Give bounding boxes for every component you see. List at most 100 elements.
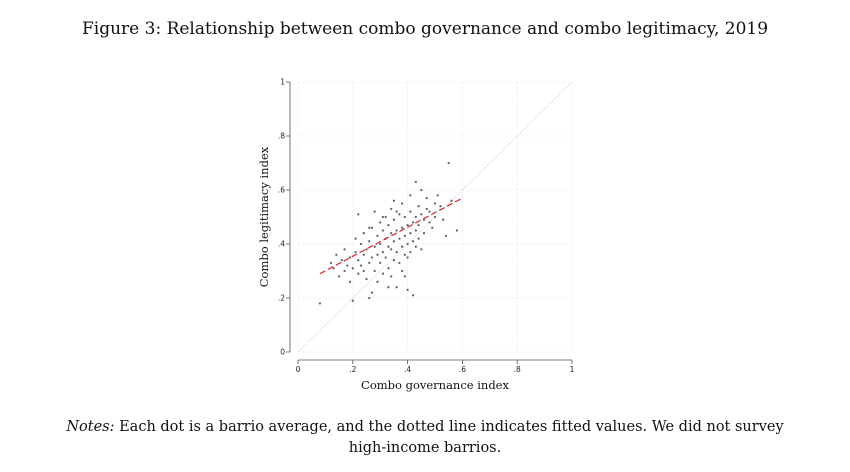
data-point xyxy=(387,286,390,289)
y-tick-label: .6 xyxy=(278,186,285,195)
data-point xyxy=(398,213,401,216)
data-point xyxy=(368,226,371,229)
data-point xyxy=(442,218,445,221)
data-point xyxy=(395,210,398,213)
data-point xyxy=(444,234,448,238)
data-point xyxy=(406,242,409,246)
data-point xyxy=(376,280,379,283)
data-point xyxy=(365,248,368,251)
data-point xyxy=(381,250,385,254)
x-tick-label: .2 xyxy=(349,365,356,374)
data-point xyxy=(362,232,365,235)
data-point xyxy=(379,261,382,265)
data-point xyxy=(365,277,368,281)
data-point xyxy=(420,248,423,251)
data-point xyxy=(411,221,415,224)
gridlines xyxy=(297,81,573,353)
data-point xyxy=(370,291,374,294)
data-point xyxy=(403,215,407,219)
data-point xyxy=(431,226,434,229)
data-point xyxy=(390,232,393,235)
data-point xyxy=(417,223,420,227)
data-point xyxy=(425,196,428,200)
data-point xyxy=(406,223,409,227)
data-point xyxy=(351,299,354,302)
data-point xyxy=(357,213,360,216)
data-point xyxy=(411,294,415,297)
data-point xyxy=(392,199,396,202)
data-point xyxy=(318,302,322,305)
data-point xyxy=(354,250,357,254)
data-point xyxy=(379,221,382,224)
data-point xyxy=(373,269,376,273)
data-point xyxy=(390,248,393,251)
data-point xyxy=(335,253,338,256)
data-point xyxy=(384,256,387,259)
data-point xyxy=(357,259,360,262)
data-point xyxy=(455,229,459,232)
data-point xyxy=(417,205,420,208)
data-point xyxy=(447,161,450,165)
data-point xyxy=(381,272,385,275)
data-point xyxy=(362,253,365,256)
notes-text: Each dot is a barrio average, and the do… xyxy=(119,419,784,456)
data-point xyxy=(395,286,398,289)
data-point xyxy=(417,237,420,240)
notes-label: Notes: xyxy=(66,419,115,435)
data-point xyxy=(390,275,393,278)
figure-notes: Notes: Each dot is a barrio average, and… xyxy=(50,417,800,459)
data-point xyxy=(370,226,374,229)
tick-labels: 0 .2 .4 .6 .8 1 0 .2 .4 .6 .8 1 xyxy=(278,78,575,375)
data-point xyxy=(343,248,346,251)
data-point xyxy=(433,202,437,205)
data-point xyxy=(414,215,417,219)
y-tick-label: .4 xyxy=(278,240,285,249)
data-point xyxy=(403,275,407,278)
data-point xyxy=(398,261,401,265)
data-point xyxy=(400,269,404,273)
data-point xyxy=(337,275,341,278)
data-point xyxy=(439,205,442,208)
x-tick-label: .8 xyxy=(514,365,521,374)
data-point xyxy=(403,234,407,238)
data-point xyxy=(420,213,423,216)
data-point xyxy=(400,245,404,248)
y-tick-label: .2 xyxy=(278,294,285,303)
data-point xyxy=(422,232,426,235)
y-tick-label: 0 xyxy=(280,348,285,357)
data-point xyxy=(395,250,398,254)
data-point xyxy=(409,250,412,254)
data-point xyxy=(376,234,379,238)
data-point xyxy=(406,288,409,292)
data-point xyxy=(359,242,363,246)
data-point xyxy=(395,229,398,232)
data-point xyxy=(392,218,396,221)
data-point xyxy=(414,180,417,184)
scatter-chart: 0 .2 .4 .6 .8 1 0 .2 .4 .6 .8 1 Combo governance in… xyxy=(257,78,575,393)
data-point xyxy=(403,253,407,256)
data-point xyxy=(368,261,371,265)
data-point xyxy=(368,240,371,243)
data-point xyxy=(390,207,393,211)
data-point xyxy=(406,256,409,259)
data-point xyxy=(436,194,439,197)
reference-line xyxy=(297,81,573,353)
y-tick-label: 1 xyxy=(280,78,285,87)
data-point xyxy=(332,267,335,270)
data-point xyxy=(433,215,437,219)
x-tick-label: 0 xyxy=(296,365,301,374)
data-point xyxy=(368,296,371,300)
data-point xyxy=(420,188,423,192)
y-tick-label: .8 xyxy=(278,132,285,141)
data-point xyxy=(376,253,379,256)
data-point xyxy=(340,259,343,262)
data-point xyxy=(411,240,415,243)
data-point xyxy=(414,245,417,248)
data-point xyxy=(450,199,453,202)
data-point xyxy=(359,264,363,267)
figure-title: Figure 3: Relationship between combo gov… xyxy=(81,19,769,39)
data-point xyxy=(387,223,390,227)
scatter-points xyxy=(318,161,459,305)
data-point xyxy=(409,232,412,235)
axes xyxy=(286,81,573,364)
